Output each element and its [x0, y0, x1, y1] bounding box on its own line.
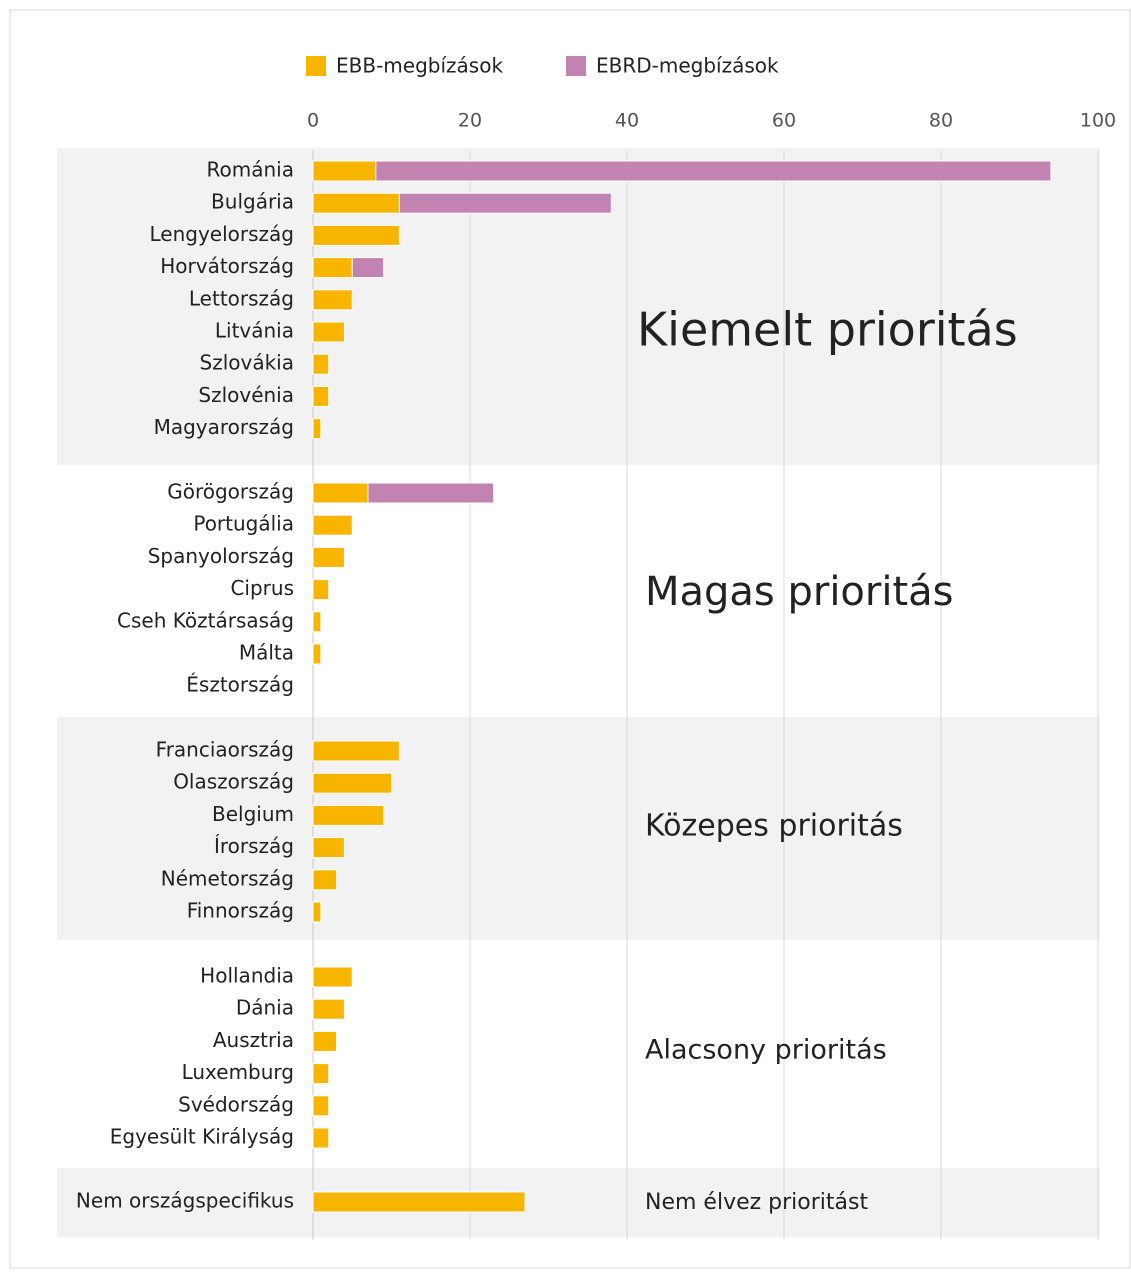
y-tick-label: Dánia: [236, 996, 294, 1020]
y-tick-label: Egyesült Királyság: [110, 1125, 294, 1149]
x-tick-label: 0: [307, 110, 319, 132]
bar: [398, 192, 612, 214]
y-tick-label: Szlovénia: [198, 383, 294, 407]
y-tick-label: Észtország: [186, 673, 294, 697]
group-label: Közepes prioritás: [645, 809, 903, 844]
group-label: Magas prioritás: [645, 569, 954, 615]
bar: [312, 869, 338, 891]
group-band: [57, 1168, 1100, 1237]
y-tick-label: Cseh Köztársaság: [117, 608, 294, 632]
bar: [312, 385, 330, 407]
bar: [312, 1030, 338, 1052]
bar: [312, 901, 322, 923]
bar: [312, 643, 322, 665]
bar: [312, 546, 345, 568]
y-tick-label: Olaszország: [173, 770, 294, 794]
bar: [312, 224, 400, 246]
x-tick-label: 100: [1080, 110, 1116, 132]
bar: [312, 353, 330, 375]
bar: [375, 160, 1052, 182]
x-tick-label: 20: [458, 110, 482, 132]
y-tick-label: Ausztria: [213, 1028, 294, 1052]
bar: [312, 998, 345, 1020]
bar: [312, 257, 353, 279]
bar: [312, 289, 353, 311]
y-tick-label: Lengyelország: [150, 222, 295, 246]
y-tick-label: Spanyolország: [148, 544, 294, 568]
y-tick-label: Franciaország: [156, 738, 294, 762]
group-label: Kiemelt prioritás: [637, 303, 1018, 357]
group-band: [57, 717, 1100, 940]
bar: [312, 418, 322, 440]
bar: [312, 192, 400, 214]
legend-swatch: [306, 56, 326, 76]
bar: [351, 257, 385, 279]
legend-label: EBRD-megbízások: [596, 54, 779, 78]
chart-border: [9, 9, 1131, 1269]
y-tick-label: Lettország: [189, 286, 294, 310]
x-tick-label: 40: [615, 110, 639, 132]
bar: [312, 740, 400, 762]
bar: [312, 837, 345, 859]
y-tick-label: Románia: [207, 158, 294, 182]
y-tick-label: Litvánia: [215, 319, 294, 343]
bar: [312, 160, 377, 182]
y-tick-label: Hollandia: [200, 964, 294, 988]
y-tick-label: Görögország: [167, 480, 294, 504]
legend-swatch: [566, 56, 586, 76]
y-tick-label: Ciprus: [230, 576, 294, 600]
bar: [312, 1127, 330, 1149]
y-tick-label: Portugália: [193, 512, 294, 536]
bar: [312, 966, 353, 988]
x-tick-label: 80: [929, 110, 953, 132]
bar: [312, 772, 392, 794]
y-tick-label: Málta: [239, 641, 294, 665]
bar: [312, 321, 345, 343]
y-tick-label: Németország: [161, 866, 294, 890]
y-tick-label: Írország: [214, 834, 294, 858]
y-tick-label: Nem országspecifikus: [76, 1189, 294, 1213]
y-tick-label: Szlovákia: [200, 351, 294, 375]
bar: [312, 1063, 330, 1085]
bar: [312, 804, 385, 826]
y-tick-label: Horvátország: [160, 254, 294, 278]
y-tick-label: Bulgária: [211, 190, 294, 214]
bar: [312, 514, 353, 536]
y-tick-label: Belgium: [212, 802, 294, 826]
bar: [312, 1095, 330, 1117]
group-label: Alacsony prioritás: [645, 1035, 887, 1066]
legend-label: EBB-megbízások: [336, 54, 503, 78]
bar: [312, 1191, 526, 1213]
y-tick-label: Luxemburg: [182, 1060, 294, 1084]
bar: [312, 611, 322, 633]
bar: [312, 579, 330, 601]
y-tick-label: Svédország: [178, 1092, 294, 1116]
group-label: Nem élvez prioritást: [645, 1190, 868, 1215]
y-tick-label: Magyarország: [154, 415, 294, 439]
x-tick-label: 60: [772, 110, 796, 132]
bar: [312, 482, 369, 504]
bar: [367, 482, 495, 504]
y-tick-label: Finnország: [187, 899, 294, 923]
